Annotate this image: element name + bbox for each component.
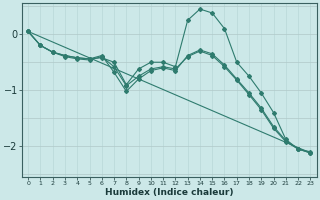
X-axis label: Humidex (Indice chaleur): Humidex (Indice chaleur) [105, 188, 234, 197]
